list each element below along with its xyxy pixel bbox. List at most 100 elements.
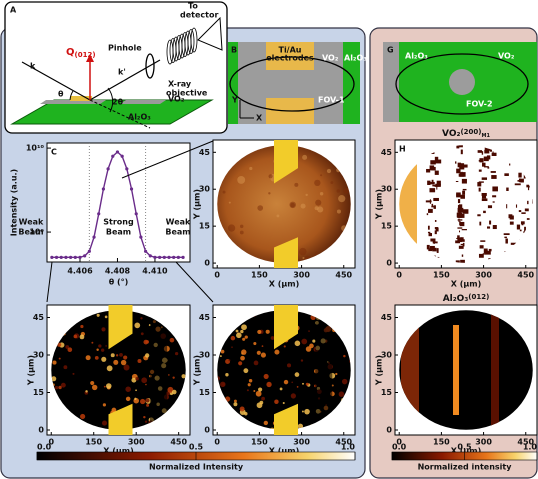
speckle xyxy=(145,340,149,344)
data-point xyxy=(125,167,129,171)
domain xyxy=(435,227,439,232)
domain xyxy=(487,226,491,229)
domain xyxy=(478,253,484,258)
speckle xyxy=(247,383,251,387)
domain xyxy=(434,170,439,175)
two-theta-arc xyxy=(107,87,114,113)
y-tick-label: 30 xyxy=(381,351,393,360)
speckle xyxy=(63,365,68,370)
speckle xyxy=(231,346,233,349)
domain xyxy=(429,199,431,204)
domain xyxy=(431,203,434,208)
data-point xyxy=(97,212,101,216)
domain xyxy=(431,179,434,185)
speckle xyxy=(265,329,270,334)
y-tick-label: 10¹⁰ xyxy=(26,144,45,153)
data-point xyxy=(120,154,124,158)
domain xyxy=(520,178,524,183)
x-tick-label: 150 xyxy=(85,438,102,447)
speckle xyxy=(222,382,226,386)
speckle xyxy=(135,377,139,381)
label: Al₂O₃ xyxy=(344,54,367,63)
speckle xyxy=(102,329,104,332)
texture xyxy=(300,203,306,209)
speckle xyxy=(244,335,248,339)
label: 2θ xyxy=(112,98,124,107)
speckle xyxy=(85,390,88,393)
domain xyxy=(532,199,533,204)
speckle xyxy=(146,403,150,407)
y-tick-label: 30 xyxy=(199,185,211,194)
domain xyxy=(458,218,460,223)
speckle xyxy=(123,355,128,360)
plot-area xyxy=(46,142,191,263)
label: FOV-2 xyxy=(466,100,493,109)
label: Al₂O₃ xyxy=(405,52,428,61)
colorbar-tick-label: 1.0 xyxy=(523,443,538,452)
domain xyxy=(483,156,489,162)
data-point xyxy=(143,249,148,253)
beam-in xyxy=(21,61,91,101)
substrate-strip xyxy=(383,42,399,122)
domain xyxy=(456,194,460,197)
texture xyxy=(314,179,321,187)
domain xyxy=(455,260,460,263)
speckle xyxy=(338,391,345,397)
speckle xyxy=(90,380,95,386)
label: VO₂ xyxy=(322,54,339,63)
panel-letter: A xyxy=(10,6,17,15)
domain xyxy=(481,151,484,155)
speckle xyxy=(96,313,100,317)
speckle xyxy=(134,322,141,329)
domain xyxy=(427,231,431,233)
domain xyxy=(462,188,467,191)
speckle xyxy=(104,315,108,319)
y-tick-label: 0 xyxy=(386,259,392,268)
panel-letter: C xyxy=(51,148,57,157)
speckle xyxy=(305,382,309,386)
speckle xyxy=(243,368,249,374)
domain xyxy=(430,160,436,165)
speckle xyxy=(294,340,301,347)
speckle xyxy=(101,420,108,426)
panel-letter: F xyxy=(217,310,222,319)
speckle xyxy=(266,381,272,388)
x-axis-label: X (μm) xyxy=(451,447,482,456)
speckle xyxy=(263,420,269,426)
q-label-part: Q xyxy=(66,47,75,58)
speckle xyxy=(236,332,242,339)
domain xyxy=(461,239,465,242)
domain xyxy=(478,187,481,192)
speckle xyxy=(253,341,257,346)
speckle xyxy=(270,336,275,340)
domain xyxy=(519,229,522,232)
electrode xyxy=(70,96,92,101)
texture xyxy=(237,175,246,184)
x-tick-label: 4.410 xyxy=(142,267,168,276)
speckle xyxy=(301,410,304,413)
data-point xyxy=(106,167,110,171)
speckle xyxy=(263,373,269,379)
speckle xyxy=(51,376,57,382)
speckle xyxy=(167,386,174,393)
data-point xyxy=(153,255,157,259)
domain xyxy=(462,190,466,195)
domain xyxy=(462,164,468,168)
speckle xyxy=(134,397,137,400)
label: VO₂ xyxy=(498,52,515,61)
data-point xyxy=(83,254,87,258)
speckle xyxy=(248,378,253,383)
dark-band xyxy=(315,310,333,430)
domain xyxy=(455,180,459,183)
speckle xyxy=(274,399,279,404)
y-tick-label: 45 xyxy=(381,148,393,157)
speckle xyxy=(101,356,107,362)
speckle xyxy=(240,329,244,334)
speckle xyxy=(255,390,262,397)
domain xyxy=(487,205,493,209)
speckle xyxy=(302,382,304,385)
domain xyxy=(481,198,488,202)
speckle xyxy=(168,374,170,376)
label: k xyxy=(30,62,36,71)
y-tick-label: 30 xyxy=(33,351,45,360)
